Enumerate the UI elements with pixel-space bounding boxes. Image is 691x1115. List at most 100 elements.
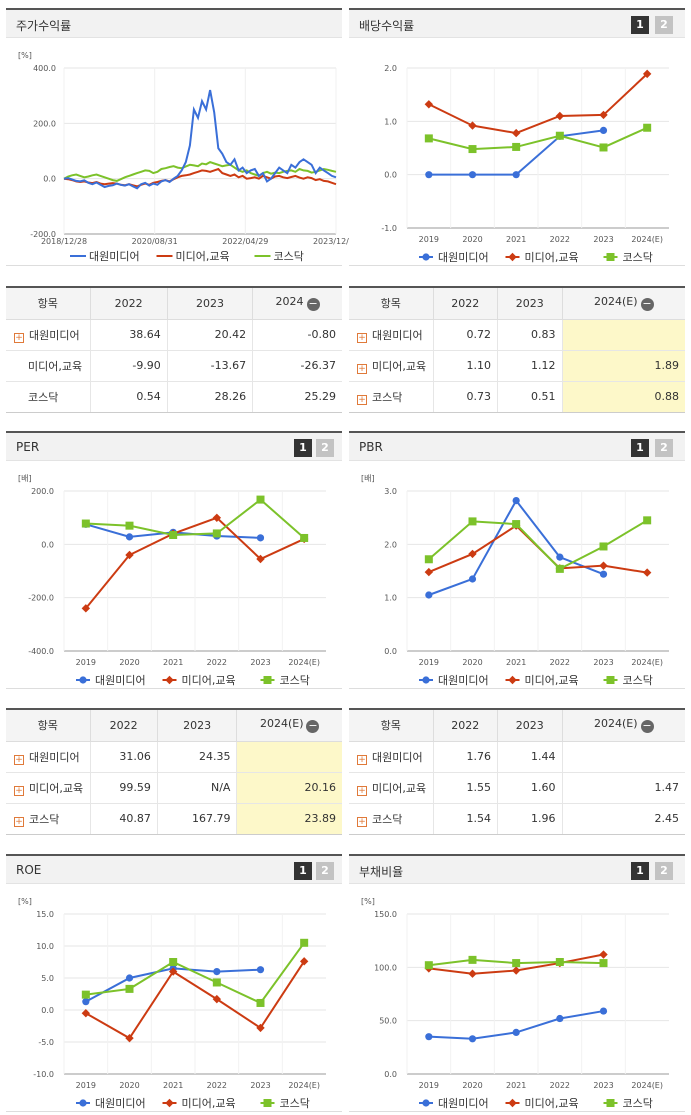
col-header: 항목	[6, 288, 90, 320]
data-point	[511, 128, 521, 138]
pbr-panel: PBR 1 2 [배] 3.0 2.0 1.0 0.0 2019 2020 2021 2022 2…	[349, 431, 685, 689]
view-1-button[interactable]: 1	[631, 439, 649, 457]
data-point	[599, 959, 608, 968]
data-point	[256, 495, 265, 504]
data-point	[300, 938, 309, 947]
legend-label: 코스닥	[280, 1097, 310, 1110]
table-cell: 38.64	[89, 319, 168, 351]
table-cell: 99.59	[89, 772, 158, 804]
table-row: 코스닥 0.54 28.26 25.29	[6, 381, 342, 412]
expand-icon[interactable]: +	[14, 785, 24, 796]
pbr-chart: [배] 3.0 2.0 1.0 0.0 2019 2020 2021 2022 2023 2024(…	[361, 474, 669, 687]
table-header-row: 항목 2022 2023 2024(E) −	[349, 288, 685, 320]
expand-icon[interactable]: +	[357, 394, 367, 405]
y-tick-label: -200.0	[30, 230, 56, 239]
x-tick-label: 2022	[550, 1081, 570, 1090]
view-1-button[interactable]: 1	[631, 16, 649, 34]
table-cell: 1.89	[561, 350, 685, 382]
expand-icon[interactable]: +	[357, 363, 367, 374]
collapse-icon[interactable]: −	[306, 297, 320, 312]
y-tick-label: -5.0	[38, 1038, 54, 1047]
row-label: + 미디어,교육	[349, 772, 433, 804]
panel-title: PER	[16, 440, 40, 454]
expand-icon[interactable]: +	[357, 332, 367, 343]
expand-icon[interactable]: +	[14, 332, 24, 343]
view-2-button[interactable]: 2	[316, 439, 334, 457]
per-chart: [배] 200.0 0.0 -200.0 -400.0 2019 2020 2021 2022 2…	[18, 474, 326, 687]
data-point	[599, 542, 608, 551]
view-2-button[interactable]: 2	[655, 16, 673, 34]
data-point	[424, 100, 434, 109]
view-1-button[interactable]: 1	[294, 439, 312, 457]
data-point	[81, 990, 90, 999]
data-point	[555, 564, 564, 573]
col-header: 2022	[432, 288, 498, 320]
data-point	[256, 534, 265, 542]
series-line	[85, 498, 305, 539]
expand-icon[interactable]: +	[14, 816, 24, 827]
expand-icon[interactable]: +	[357, 785, 367, 796]
table-cell: 167.79	[156, 803, 237, 834]
row-name: 미디어,교육	[28, 359, 83, 373]
row-label: + 미디어,교육	[349, 350, 433, 382]
legend-label: 코스닥	[623, 251, 653, 264]
table-cell: -13.67	[166, 350, 253, 382]
table-row: + 코스닥 40.87 167.79 23.89	[6, 803, 342, 834]
data-point	[599, 561, 608, 570]
collapse-icon[interactable]: −	[640, 297, 654, 312]
legend-label: 코스닥	[623, 1097, 653, 1110]
table-cell: 0.72	[432, 319, 498, 351]
view-2-button[interactable]: 2	[655, 439, 673, 457]
x-tick-label: 2020	[119, 1081, 139, 1090]
x-tick-label: 2019	[419, 658, 439, 667]
legend-label: 대원미디어	[95, 1097, 146, 1110]
collapse-icon[interactable]: −	[306, 719, 320, 734]
data-point	[125, 974, 134, 982]
data-point	[263, 676, 272, 684]
y-tick-label: 1.0	[384, 117, 397, 126]
expand-icon[interactable]: +	[357, 816, 367, 827]
expand-icon[interactable]: +	[14, 754, 24, 765]
data-point	[606, 676, 615, 684]
data-point	[555, 111, 565, 121]
roe-panel: ROE 1 2 [%] 15.0 10.0 5.0 0.0 -5.0 -10.0 2019 20…	[6, 854, 342, 1112]
legend-label: 대원미디어	[95, 674, 146, 687]
data-point	[643, 123, 652, 132]
data-point	[424, 567, 434, 577]
y-tick-label: 2.0	[384, 540, 397, 549]
row-label: + 대원미디어	[349, 319, 433, 351]
table-cell: 28.26	[166, 381, 253, 412]
collapse-icon[interactable]: −	[640, 719, 654, 734]
table-cell: 0.83	[497, 319, 563, 351]
table-cell: 1.76	[432, 741, 498, 773]
stock-return-panel: 주가수익률 [%] 400.0 200.0 0.0 -200.0 2018/12/28 20…	[6, 8, 359, 266]
view-1-button[interactable]: 1	[631, 862, 649, 880]
view-1-button[interactable]: 1	[294, 862, 312, 880]
legend-label: 대원미디어	[438, 1097, 489, 1110]
view-2-button[interactable]: 2	[316, 862, 334, 880]
panel-title: ROE	[16, 863, 42, 877]
legend-label: 코스닥	[280, 674, 310, 687]
x-tick-label: 2019	[419, 1081, 439, 1090]
data-point	[508, 675, 517, 685]
data-point	[468, 575, 477, 583]
legend-label: 대원미디어	[438, 251, 489, 264]
panel-title: PBR	[359, 440, 383, 454]
data-point	[468, 171, 477, 179]
col-header: 2024−	[252, 288, 342, 320]
x-tick-label: 2022	[207, 658, 227, 667]
table-cell: 23.89	[236, 803, 342, 834]
data-point	[424, 555, 433, 564]
table-cell	[561, 741, 685, 773]
table-cell: 20.42	[166, 319, 253, 351]
data-point	[512, 142, 521, 151]
series-line	[428, 73, 648, 135]
y-tick-label: 100.0	[374, 963, 397, 972]
view-2-button[interactable]: 2	[655, 862, 673, 880]
legend-label: 코스닥	[623, 674, 653, 687]
expand-icon[interactable]: +	[357, 754, 367, 765]
x-tick-label: 2021	[506, 658, 526, 667]
y-tick-label: 10.0	[36, 942, 54, 951]
data-point	[468, 145, 477, 154]
